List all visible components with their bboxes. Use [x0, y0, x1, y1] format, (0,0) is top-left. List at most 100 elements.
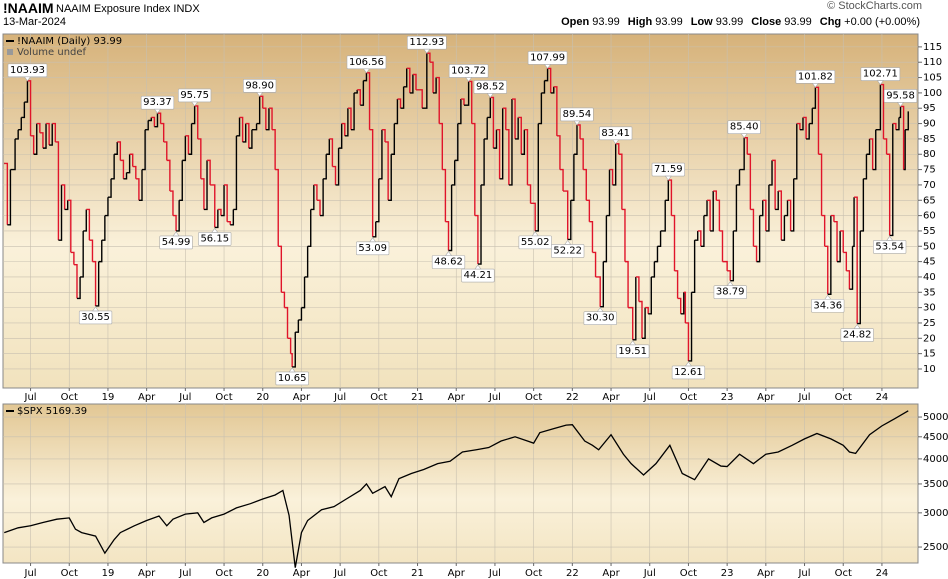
line-segment — [592, 251, 597, 277]
annotation: 34.36 — [811, 294, 845, 313]
line-segment — [460, 98, 465, 106]
line-segment — [239, 116, 244, 142]
line-segment — [665, 180, 670, 201]
line-segment — [846, 270, 851, 290]
line-segment — [880, 83, 885, 139]
annotation: 83.41 — [599, 126, 633, 145]
annotation: 98.52 — [473, 80, 507, 98]
x-tick-label: Oct — [680, 568, 697, 579]
x-tick-label: Oct — [215, 568, 232, 579]
line-segment — [707, 199, 711, 231]
x-tick-label: Apr — [602, 392, 620, 403]
line-segment — [89, 239, 94, 262]
line-segment — [182, 135, 187, 162]
line-segment — [703, 200, 708, 217]
line-segment — [688, 292, 693, 362]
annotation-pointer — [191, 101, 199, 107]
x-tick-label: Jul — [797, 392, 810, 403]
x-tick-label: Jul — [488, 568, 501, 579]
line-segment — [793, 123, 798, 180]
line-segment — [628, 306, 634, 340]
annotation-pointer — [853, 324, 861, 329]
legend-name: $SPX — [17, 406, 43, 417]
line-segment — [505, 129, 510, 185]
line-segment — [756, 215, 761, 263]
annotation-pointer — [172, 231, 180, 237]
line-segment — [114, 141, 118, 155]
line-segment — [200, 178, 205, 210]
annotation: 53.09 — [356, 237, 390, 256]
line-segment — [251, 123, 258, 131]
annotation: 101.82 — [795, 70, 836, 88]
legend-last-value: 93.99 — [94, 36, 123, 47]
line-segment — [163, 141, 168, 161]
annotation-pointer — [91, 306, 100, 312]
line-segment — [203, 160, 208, 211]
line-segment — [92, 260, 97, 306]
quote-label: High — [627, 16, 653, 28]
line-segment — [900, 105, 905, 170]
line-segment — [833, 221, 838, 262]
y-tick-label: 50 — [923, 241, 936, 252]
line-segment — [511, 98, 516, 139]
annotation: 95.75 — [178, 88, 212, 107]
x-tick-label: Oct — [215, 392, 232, 403]
line-segment — [463, 81, 470, 106]
x-tick-label: Jul — [797, 568, 810, 579]
line-segment — [363, 72, 368, 82]
line-segment — [827, 215, 832, 295]
line-segment — [185, 135, 190, 155]
line-segment — [397, 98, 402, 109]
line-segment — [10, 138, 16, 171]
line-segment — [824, 245, 829, 295]
x-tick-label: Jul — [178, 568, 191, 579]
line-segment — [323, 154, 327, 180]
x-tick-label: Apr — [138, 392, 156, 403]
line-segment — [436, 76, 440, 124]
line-segment — [530, 202, 536, 231]
x-tick-label: 21 — [411, 392, 424, 403]
annotation-pointer — [573, 120, 581, 126]
line-segment — [341, 122, 346, 136]
credit: © StockCharts.com — [827, 0, 922, 12]
annotation-pointer — [824, 294, 832, 300]
line-segment — [849, 246, 854, 290]
line-segment — [360, 80, 365, 106]
annotation: 107.99 — [527, 51, 568, 69]
line-segment — [518, 116, 522, 155]
annotation: 98.90 — [243, 78, 277, 97]
line-segment — [694, 230, 699, 241]
line-segment — [191, 105, 196, 125]
annotation-label: 44.21 — [464, 270, 493, 281]
line-segment — [46, 122, 50, 146]
line-segment — [772, 159, 776, 210]
annotation-label: 85.40 — [730, 122, 759, 133]
annotation-pointer — [153, 108, 162, 114]
line-segment — [375, 178, 380, 223]
x-tick-label: 19 — [102, 568, 115, 579]
annotation-label: 19.51 — [618, 346, 647, 357]
line-segment — [691, 240, 696, 293]
annotation-label: 12.61 — [674, 367, 703, 378]
annotation-pointer — [596, 307, 604, 313]
line-segment — [391, 123, 396, 155]
line-segment — [733, 184, 738, 232]
line-segment — [812, 87, 817, 109]
line-segment — [759, 200, 764, 217]
line-segment — [36, 122, 41, 133]
x-tick-label: Apr — [757, 568, 775, 579]
line-segment — [538, 92, 543, 125]
x-tick-label: Jul — [24, 568, 37, 579]
line-segment — [700, 215, 705, 247]
line-segment — [98, 240, 103, 263]
annotation-label: 95.58 — [886, 90, 915, 101]
line-segment — [179, 160, 183, 201]
line-segment — [787, 199, 792, 231]
line-segment — [567, 200, 572, 241]
line-segment — [369, 129, 374, 237]
x-tick-label: 20 — [256, 392, 269, 403]
x-tick-label: Jul — [333, 568, 346, 579]
x-tick-label: Apr — [293, 568, 311, 579]
quote-value: 93.99 — [715, 16, 744, 28]
x-tick-label: Oct — [61, 392, 78, 403]
